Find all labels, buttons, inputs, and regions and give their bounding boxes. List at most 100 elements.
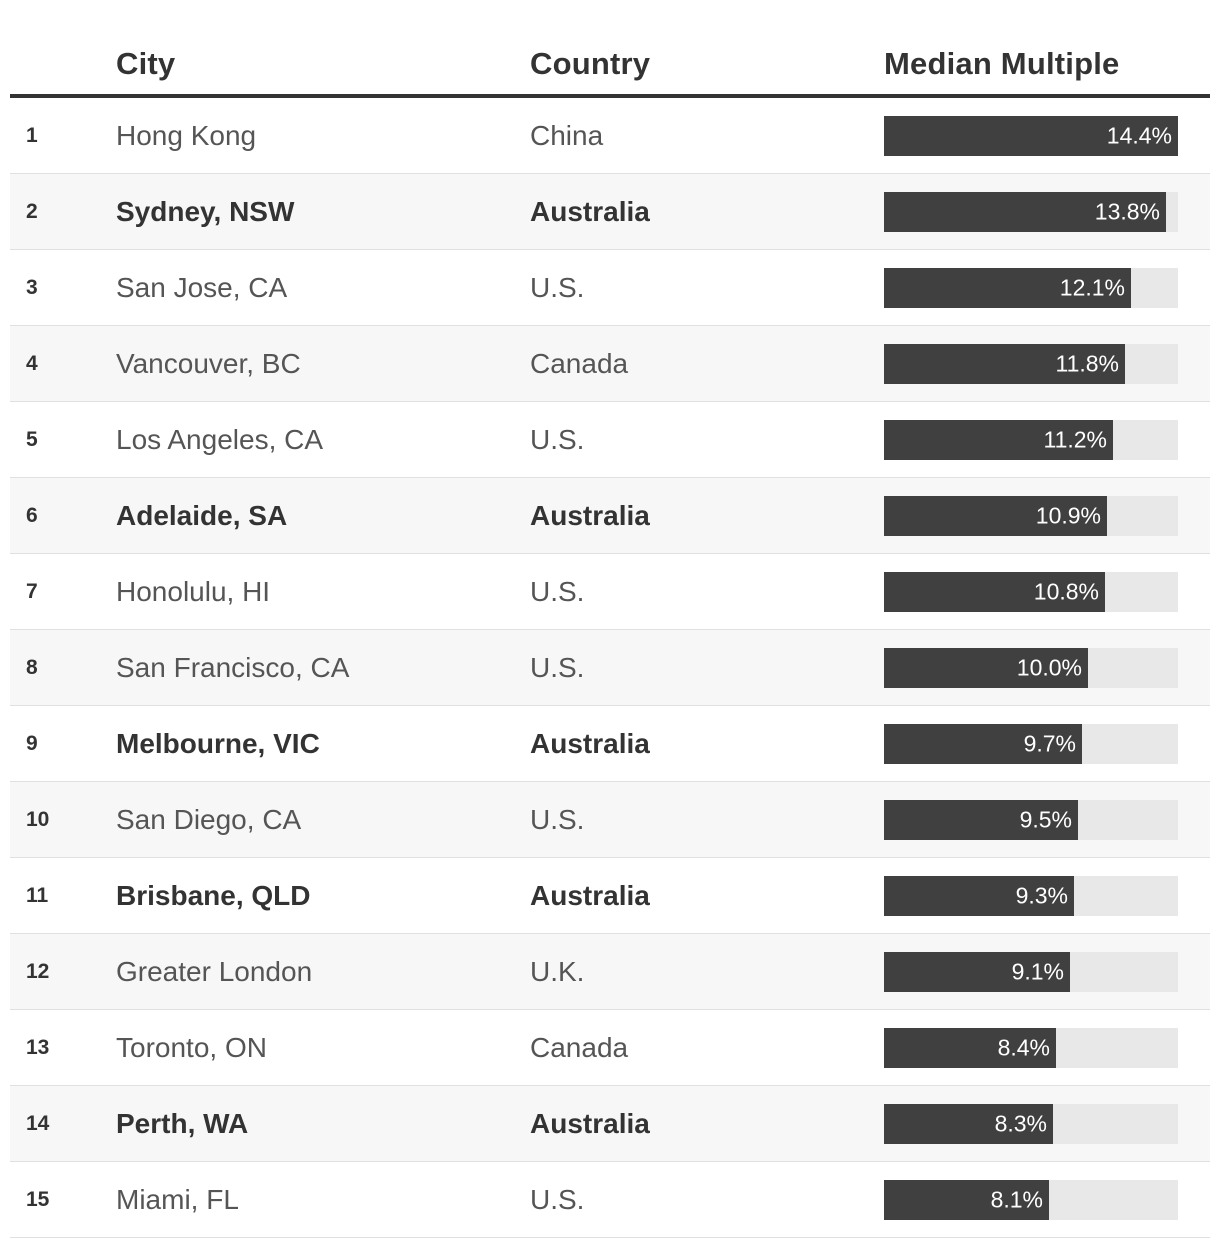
rank-cell: 9 (26, 731, 38, 755)
city-cell: Adelaide, SA (116, 499, 288, 531)
bar-track: 12.1% (884, 267, 1178, 308)
bar-value-label: 13.8% (1094, 198, 1160, 224)
bar-value-label: 9.1% (1011, 958, 1064, 984)
bar-value-label: 14.4% (1106, 122, 1172, 148)
city-cell: Sydney, NSW (116, 195, 295, 227)
rank-cell: 12 (26, 959, 50, 983)
bar: 8.4% (884, 1027, 1056, 1068)
country-cell: U.S. (530, 575, 585, 607)
country-cell: Canada (530, 347, 629, 379)
bar-track: 9.7% (884, 723, 1178, 764)
bar: 10.8% (884, 571, 1105, 612)
country-cell: U.S. (530, 271, 585, 303)
table-row: 7 Honolulu, HI U.S. 10.8% (10, 554, 1210, 630)
rank-cell: 13 (26, 1035, 50, 1059)
bar: 8.1% (884, 1179, 1049, 1220)
city-cell: Miami, FL (116, 1183, 239, 1215)
bar: 9.7% (884, 723, 1082, 764)
bar-value-label: 9.5% (1019, 806, 1072, 832)
table-row: 4 Vancouver, BC Canada 11.8% (10, 326, 1210, 402)
bar: 10.0% (884, 647, 1088, 688)
rank-cell: 1 (26, 123, 38, 147)
bar-value-label: 10.0% (1016, 654, 1082, 680)
bar: 9.3% (884, 875, 1074, 916)
city-cell: Honolulu, HI (116, 575, 271, 607)
bar-track: 11.2% (884, 419, 1178, 460)
country-cell: Australia (530, 727, 650, 759)
bar: 13.8% (884, 191, 1166, 232)
table-row: 9 Melbourne, VIC Australia 9.7% (10, 706, 1210, 782)
bar: 12.1% (884, 267, 1131, 308)
table-row: 3 San Jose, CA U.S. 12.1% (10, 250, 1210, 326)
column-header-city: City (116, 46, 176, 81)
country-cell: China (530, 119, 604, 151)
bar-value-label: 11.8% (1055, 350, 1119, 376)
rank-cell: 8 (26, 655, 38, 679)
bar-track: 10.8% (884, 571, 1178, 612)
country-cell: Australia (530, 499, 650, 531)
rank-cell: 10 (26, 807, 50, 831)
bar: 8.3% (884, 1103, 1053, 1144)
table-row: 15 Miami, FL U.S. 8.1% (10, 1162, 1210, 1238)
bar-track: 10.9% (884, 495, 1178, 536)
country-cell: U.S. (530, 1183, 585, 1215)
country-cell: U.S. (530, 651, 585, 683)
rank-cell: 14 (26, 1111, 50, 1135)
country-cell: U.K. (530, 955, 585, 987)
table-row: 10 San Diego, CA U.S. 9.5% (10, 782, 1210, 858)
bar-value-label: 9.7% (1023, 730, 1076, 756)
bar: 11.2% (884, 419, 1113, 460)
bar-track: 10.0% (884, 647, 1178, 688)
bar-track: 8.3% (884, 1103, 1178, 1144)
ranking-table: City Country Median Multiple 1 Hong Kong C… (10, 28, 1210, 1238)
table-header: City Country Median Multiple (10, 28, 1210, 98)
bar-value-label: 11.2% (1043, 426, 1107, 452)
city-cell: San Francisco, CA (116, 651, 350, 683)
table-row: 5 Los Angeles, CA U.S. 11.2% (10, 402, 1210, 478)
rank-cell: 6 (26, 503, 38, 527)
country-cell: U.S. (530, 803, 585, 835)
city-cell: Hong Kong (116, 119, 257, 151)
city-cell: Perth, WA (116, 1107, 249, 1139)
rank-cell: 5 (26, 427, 38, 451)
bar-value-label: 12.1% (1059, 274, 1125, 300)
country-cell: Canada (530, 1031, 629, 1063)
table-row: 14 Perth, WA Australia 8.3% (10, 1086, 1210, 1162)
bar-track: 9.1% (884, 951, 1178, 992)
bar-track: 14.4% (884, 115, 1178, 156)
bar-track: 8.4% (884, 1027, 1178, 1068)
table-row: 8 San Francisco, CA U.S. 10.0% (10, 630, 1210, 706)
city-cell: Melbourne, VIC (116, 727, 320, 759)
bar: 11.8% (884, 343, 1125, 384)
bar: 9.5% (884, 799, 1078, 840)
bar-track: 9.5% (884, 799, 1178, 840)
bar: 14.4% (884, 115, 1178, 156)
city-cell: Vancouver, BC (116, 347, 301, 379)
rank-cell: 2 (26, 199, 38, 223)
table-row: 11 Brisbane, QLD Australia 9.3% (10, 858, 1210, 934)
bar-track: 11.8% (884, 343, 1178, 384)
bar-value-label: 9.3% (1015, 882, 1068, 908)
table-row: 13 Toronto, ON Canada 8.4% (10, 1010, 1210, 1086)
bar-track: 9.3% (884, 875, 1178, 916)
bar-track: 8.1% (884, 1179, 1178, 1220)
table-row: 12 Greater London U.K. 9.1% (10, 934, 1210, 1010)
column-header-country: Country (530, 46, 651, 81)
rank-cell: 3 (26, 275, 38, 299)
city-cell: San Diego, CA (116, 803, 302, 835)
country-cell: Australia (530, 1107, 650, 1139)
city-cell: San Jose, CA (116, 271, 288, 303)
rank-cell: 11 (26, 883, 49, 907)
rank-cell: 4 (26, 351, 38, 375)
country-cell: U.S. (530, 423, 585, 455)
table-body: 1 Hong Kong China 14.4% 2 Sydney, NSW Australi… (10, 98, 1210, 1238)
table-row: 6 Adelaide, SA Australia 10.9% (10, 478, 1210, 554)
table-row: 2 Sydney, NSW Australia 13.8% (10, 174, 1210, 250)
bar-value-label: 8.1% (990, 1186, 1043, 1212)
city-cell: Toronto, ON (116, 1031, 267, 1063)
rank-cell: 7 (26, 579, 38, 603)
bar-value-label: 8.4% (997, 1034, 1050, 1060)
country-cell: Australia (530, 879, 650, 911)
city-cell: Greater London (116, 955, 313, 987)
rank-cell: 15 (26, 1187, 50, 1211)
